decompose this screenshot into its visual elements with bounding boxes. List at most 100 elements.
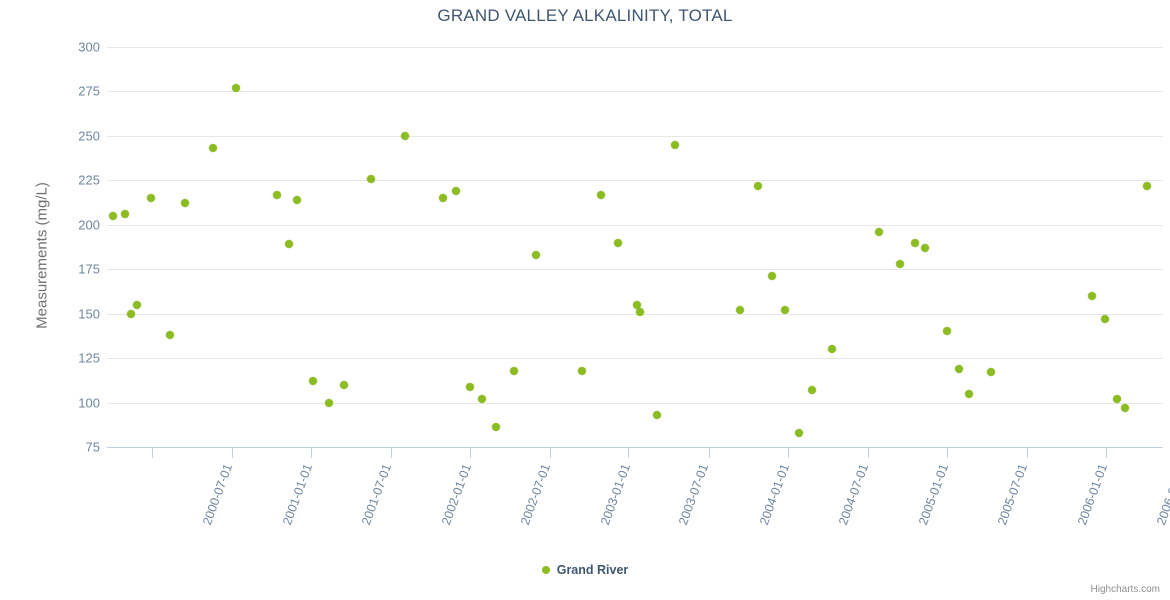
data-point[interactable] — [209, 144, 217, 153]
y-axis-labels: 75 100 125 150 175 200 225 250 275 300 — [20, 40, 100, 455]
data-point[interactable] — [133, 300, 141, 309]
data-point[interactable] — [828, 345, 836, 354]
data-point[interactable] — [965, 389, 973, 398]
data-point[interactable] — [510, 366, 518, 375]
legend-marker-icon — [541, 566, 550, 574]
x-axis-tick-label: 2000-07-01 — [199, 462, 235, 527]
x-axis-tick-label: 2006-07-01 — [1153, 462, 1170, 527]
data-point[interactable] — [273, 190, 281, 199]
data-point[interactable] — [911, 238, 919, 247]
data-point[interactable] — [987, 368, 995, 377]
y-axis-tick-label: 250 — [78, 128, 100, 144]
data-point[interactable] — [1143, 181, 1151, 190]
data-point[interactable] — [614, 238, 622, 247]
data-point[interactable] — [532, 251, 540, 259]
x-axis-tick — [550, 448, 551, 458]
y-axis-tick-label: 300 — [78, 39, 100, 55]
data-point[interactable] — [781, 306, 789, 315]
x-axis-tick-label: 2004-01-01 — [756, 462, 792, 527]
x-axis-tick — [868, 448, 869, 458]
gridline — [107, 403, 1163, 404]
data-point[interactable] — [309, 377, 317, 386]
data-point[interactable] — [340, 380, 348, 389]
chart-legend: Grand River — [0, 563, 1170, 577]
gridline — [107, 225, 1163, 226]
y-axis-tick-label: 225 — [78, 172, 100, 188]
chart-title: GRAND VALLEY ALKALINITY, TOTAL — [437, 6, 733, 25]
data-point[interactable] — [795, 428, 803, 437]
gridline — [107, 91, 1163, 92]
data-point[interactable] — [754, 181, 762, 190]
data-point[interactable] — [127, 309, 135, 318]
x-axis-tick-label: 2003-07-01 — [676, 462, 712, 527]
data-point[interactable] — [232, 83, 240, 92]
x-axis-tick-label: 2005-01-01 — [915, 462, 951, 527]
data-point[interactable] — [896, 259, 904, 268]
gridline — [107, 136, 1163, 137]
highcharts-credits-link[interactable]: Highcharts.com — [1090, 584, 1160, 595]
y-axis-tick-label: 125 — [78, 350, 100, 366]
data-point[interactable] — [121, 210, 129, 219]
x-axis-tick-label: 2003-01-01 — [597, 462, 633, 527]
data-point[interactable] — [452, 187, 460, 195]
data-point[interactable] — [293, 195, 301, 204]
data-point[interactable] — [653, 411, 661, 419]
data-point[interactable] — [166, 331, 174, 339]
data-point[interactable] — [1113, 395, 1121, 403]
x-axis-tick-label: 2002-01-01 — [438, 462, 474, 527]
x-axis-tick — [391, 448, 392, 458]
x-axis-tick — [1106, 448, 1107, 458]
data-point[interactable] — [736, 306, 744, 315]
data-point[interactable] — [578, 366, 586, 375]
y-axis-tick-label: 200 — [78, 217, 100, 233]
data-point[interactable] — [1101, 315, 1109, 323]
data-point[interactable] — [597, 190, 605, 199]
y-axis-tick-label: 150 — [78, 306, 100, 322]
x-axis-line — [107, 447, 1163, 448]
data-point[interactable] — [875, 227, 883, 236]
data-point[interactable] — [285, 240, 293, 249]
data-point[interactable] — [401, 131, 409, 140]
data-point[interactable] — [633, 300, 641, 309]
data-point[interactable] — [439, 194, 447, 203]
legend-item-grand-river[interactable]: Grand River — [541, 563, 629, 577]
data-point[interactable] — [1088, 291, 1096, 300]
data-point[interactable] — [768, 272, 776, 281]
x-axis-tick-label: 2001-01-01 — [280, 462, 316, 527]
gridline — [107, 47, 1163, 48]
data-point[interactable] — [808, 386, 816, 395]
data-point[interactable] — [671, 140, 679, 149]
data-point[interactable] — [943, 327, 951, 336]
x-axis-tick — [232, 448, 233, 458]
data-point[interactable] — [492, 423, 500, 432]
x-axis-tick-label: 2004-07-01 — [835, 462, 871, 527]
x-axis-tick — [788, 448, 789, 458]
x-axis-tick — [628, 448, 629, 458]
data-point[interactable] — [921, 243, 929, 252]
data-point[interactable] — [325, 398, 333, 407]
x-axis-tick-label: 2006-01-01 — [1074, 462, 1110, 527]
gridline — [107, 180, 1163, 181]
data-point[interactable] — [1121, 403, 1129, 412]
data-point[interactable] — [181, 199, 189, 208]
y-axis-tick-label: 100 — [78, 395, 100, 411]
plot-area — [107, 47, 1163, 448]
data-point[interactable] — [466, 382, 474, 391]
data-point[interactable] — [955, 364, 963, 373]
data-point[interactable] — [636, 307, 644, 316]
x-axis-tick-label: 2002-07-01 — [517, 462, 553, 527]
x-axis-tick — [470, 448, 471, 458]
y-axis-tick-label: 175 — [78, 261, 100, 277]
data-point[interactable] — [478, 395, 486, 403]
data-point[interactable] — [147, 194, 155, 203]
gridline — [107, 269, 1163, 270]
x-axis-tick-label: 2005-07-01 — [994, 462, 1030, 527]
y-axis-tick-label: 275 — [78, 83, 100, 99]
x-axis-tick — [947, 448, 948, 458]
legend-item-label: Grand River — [556, 563, 629, 577]
gridline — [107, 358, 1163, 359]
x-axis-tick — [709, 448, 710, 458]
data-point[interactable] — [109, 211, 117, 220]
data-point[interactable] — [367, 174, 375, 183]
